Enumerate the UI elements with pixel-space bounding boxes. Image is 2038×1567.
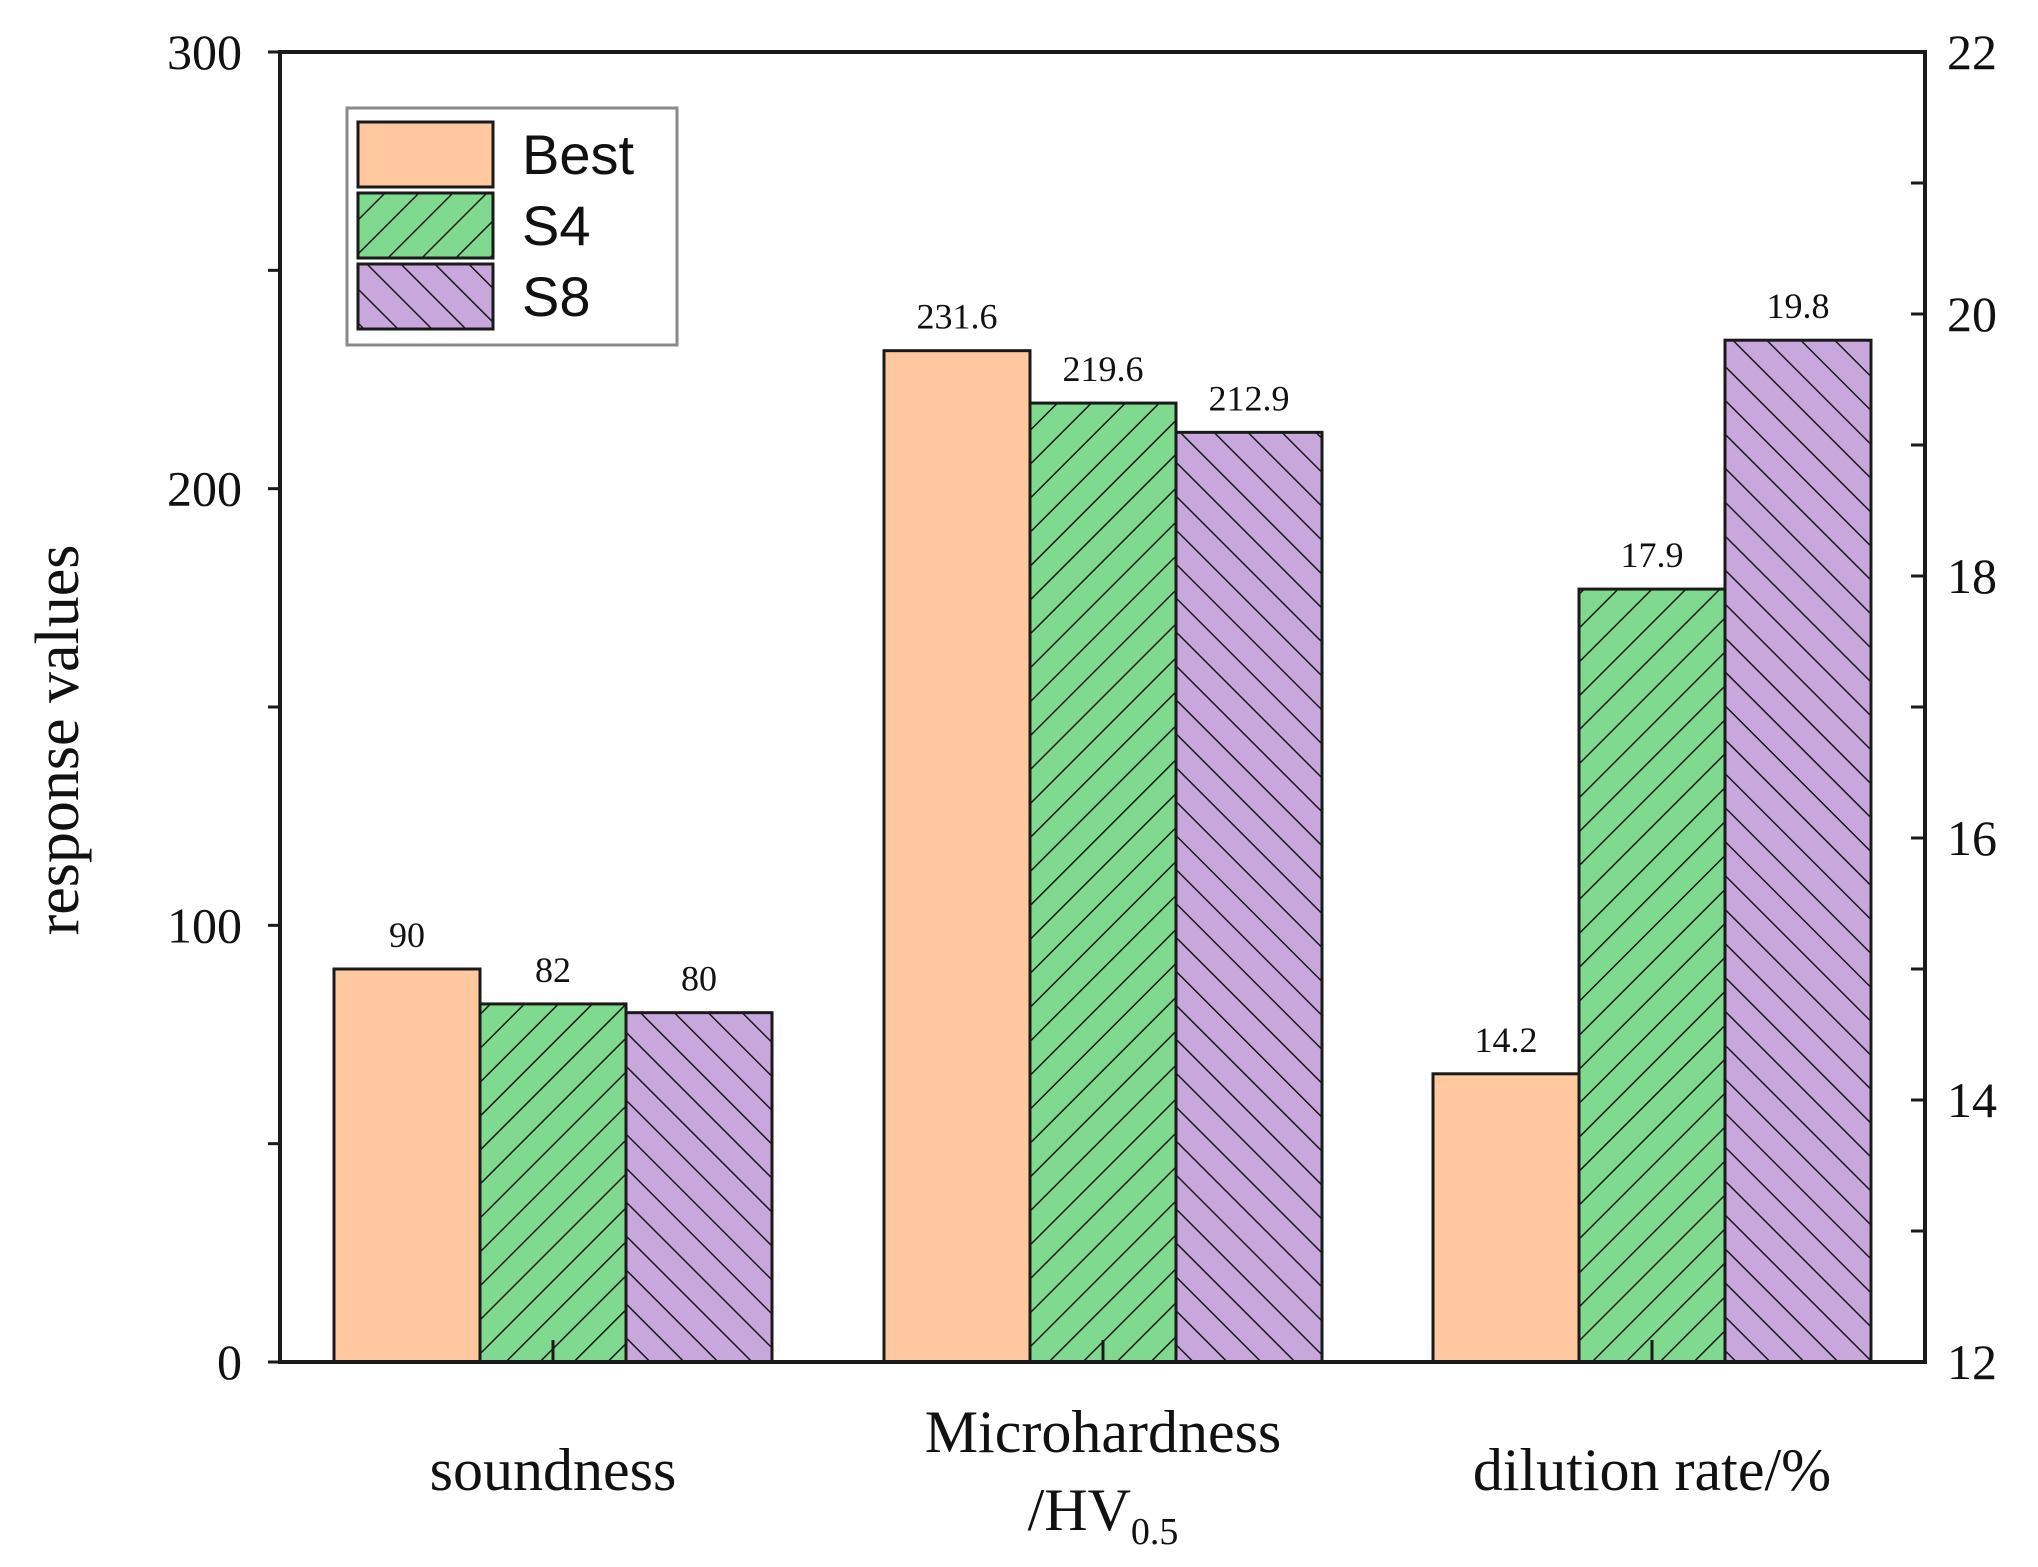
legend-swatch-outline-best xyxy=(356,120,495,189)
bars-layer xyxy=(332,338,1873,1364)
legend-label-s8: S8 xyxy=(522,265,591,328)
bar-best-microhardness xyxy=(884,350,1030,1362)
right-tick-label: 14 xyxy=(1947,1072,1997,1128)
left-tick-label: 200 xyxy=(167,461,242,517)
data-label-s8-soundness: 80 xyxy=(681,959,717,999)
bar-hatch-s8-microhardness xyxy=(1176,432,1322,1362)
data-label-s8-microhardness: 212.9 xyxy=(1209,378,1290,418)
legend: Best S4 S8 xyxy=(345,106,679,347)
data-label-s4-dilution-rate: 17.9 xyxy=(1621,535,1684,575)
data-label-best-soundness: 90 xyxy=(389,915,425,955)
data-label-s4-microhardness: 219.6 xyxy=(1063,349,1144,389)
legend-swatch-best xyxy=(358,122,493,187)
legend-swatch-hatch-s4 xyxy=(358,193,493,258)
data-label-s8-dilution-rate: 19.8 xyxy=(1767,286,1830,326)
legend-swatch-outline-s4 xyxy=(356,191,495,260)
category-label: dilution rate/% xyxy=(1473,1437,1831,1503)
data-label-best-dilution-rate: 14.2 xyxy=(1475,1020,1538,1060)
right-tick-label: 22 xyxy=(1947,24,1997,80)
right-tick-label: 18 xyxy=(1947,548,1997,604)
legend-swatch-outline-s8 xyxy=(356,262,495,331)
right-tick-label: 12 xyxy=(1947,1334,1997,1390)
bar-hatch-s4-dilution-rate xyxy=(1579,589,1725,1362)
bar-hatch-s4-microhardness xyxy=(1030,403,1176,1363)
category-label: Microhardness xyxy=(925,1399,1282,1465)
right-tick-label: 20 xyxy=(1947,286,1997,342)
left-tick-label: 100 xyxy=(167,897,242,953)
labels-layer: 90 231.6 14.2 82 219.6 17.9 80 212.9 19.8 xyxy=(389,286,1830,1060)
data-label-best-microhardness: 231.6 xyxy=(917,297,998,337)
right-tick-label: 16 xyxy=(1947,810,1997,866)
legend-label-best: Best xyxy=(522,123,634,186)
bar-best-soundness xyxy=(334,969,480,1362)
category-label: soundness xyxy=(430,1437,677,1503)
bar-hatch-s4-soundness xyxy=(480,1003,626,1362)
data-label-s4-soundness: 82 xyxy=(535,950,571,990)
bar-hatch-s8-dilution-rate xyxy=(1725,340,1871,1362)
bar-hatch-s8-soundness xyxy=(626,1012,772,1362)
axes-layer: 0 100 200 300 12 14 16 18 20 22 soundness Microhard… xyxy=(24,24,1997,1553)
legend-swatch-hatch-s8 xyxy=(358,264,493,329)
y-axis-title: response values xyxy=(24,545,92,936)
category-label-unit: /HV0.5 xyxy=(1028,1477,1179,1553)
left-tick-label: 0 xyxy=(217,1334,242,1390)
left-tick-label: 300 xyxy=(167,24,242,80)
bar-best-dilution-rate xyxy=(1433,1073,1579,1362)
legend-label-s4: S4 xyxy=(522,194,591,257)
